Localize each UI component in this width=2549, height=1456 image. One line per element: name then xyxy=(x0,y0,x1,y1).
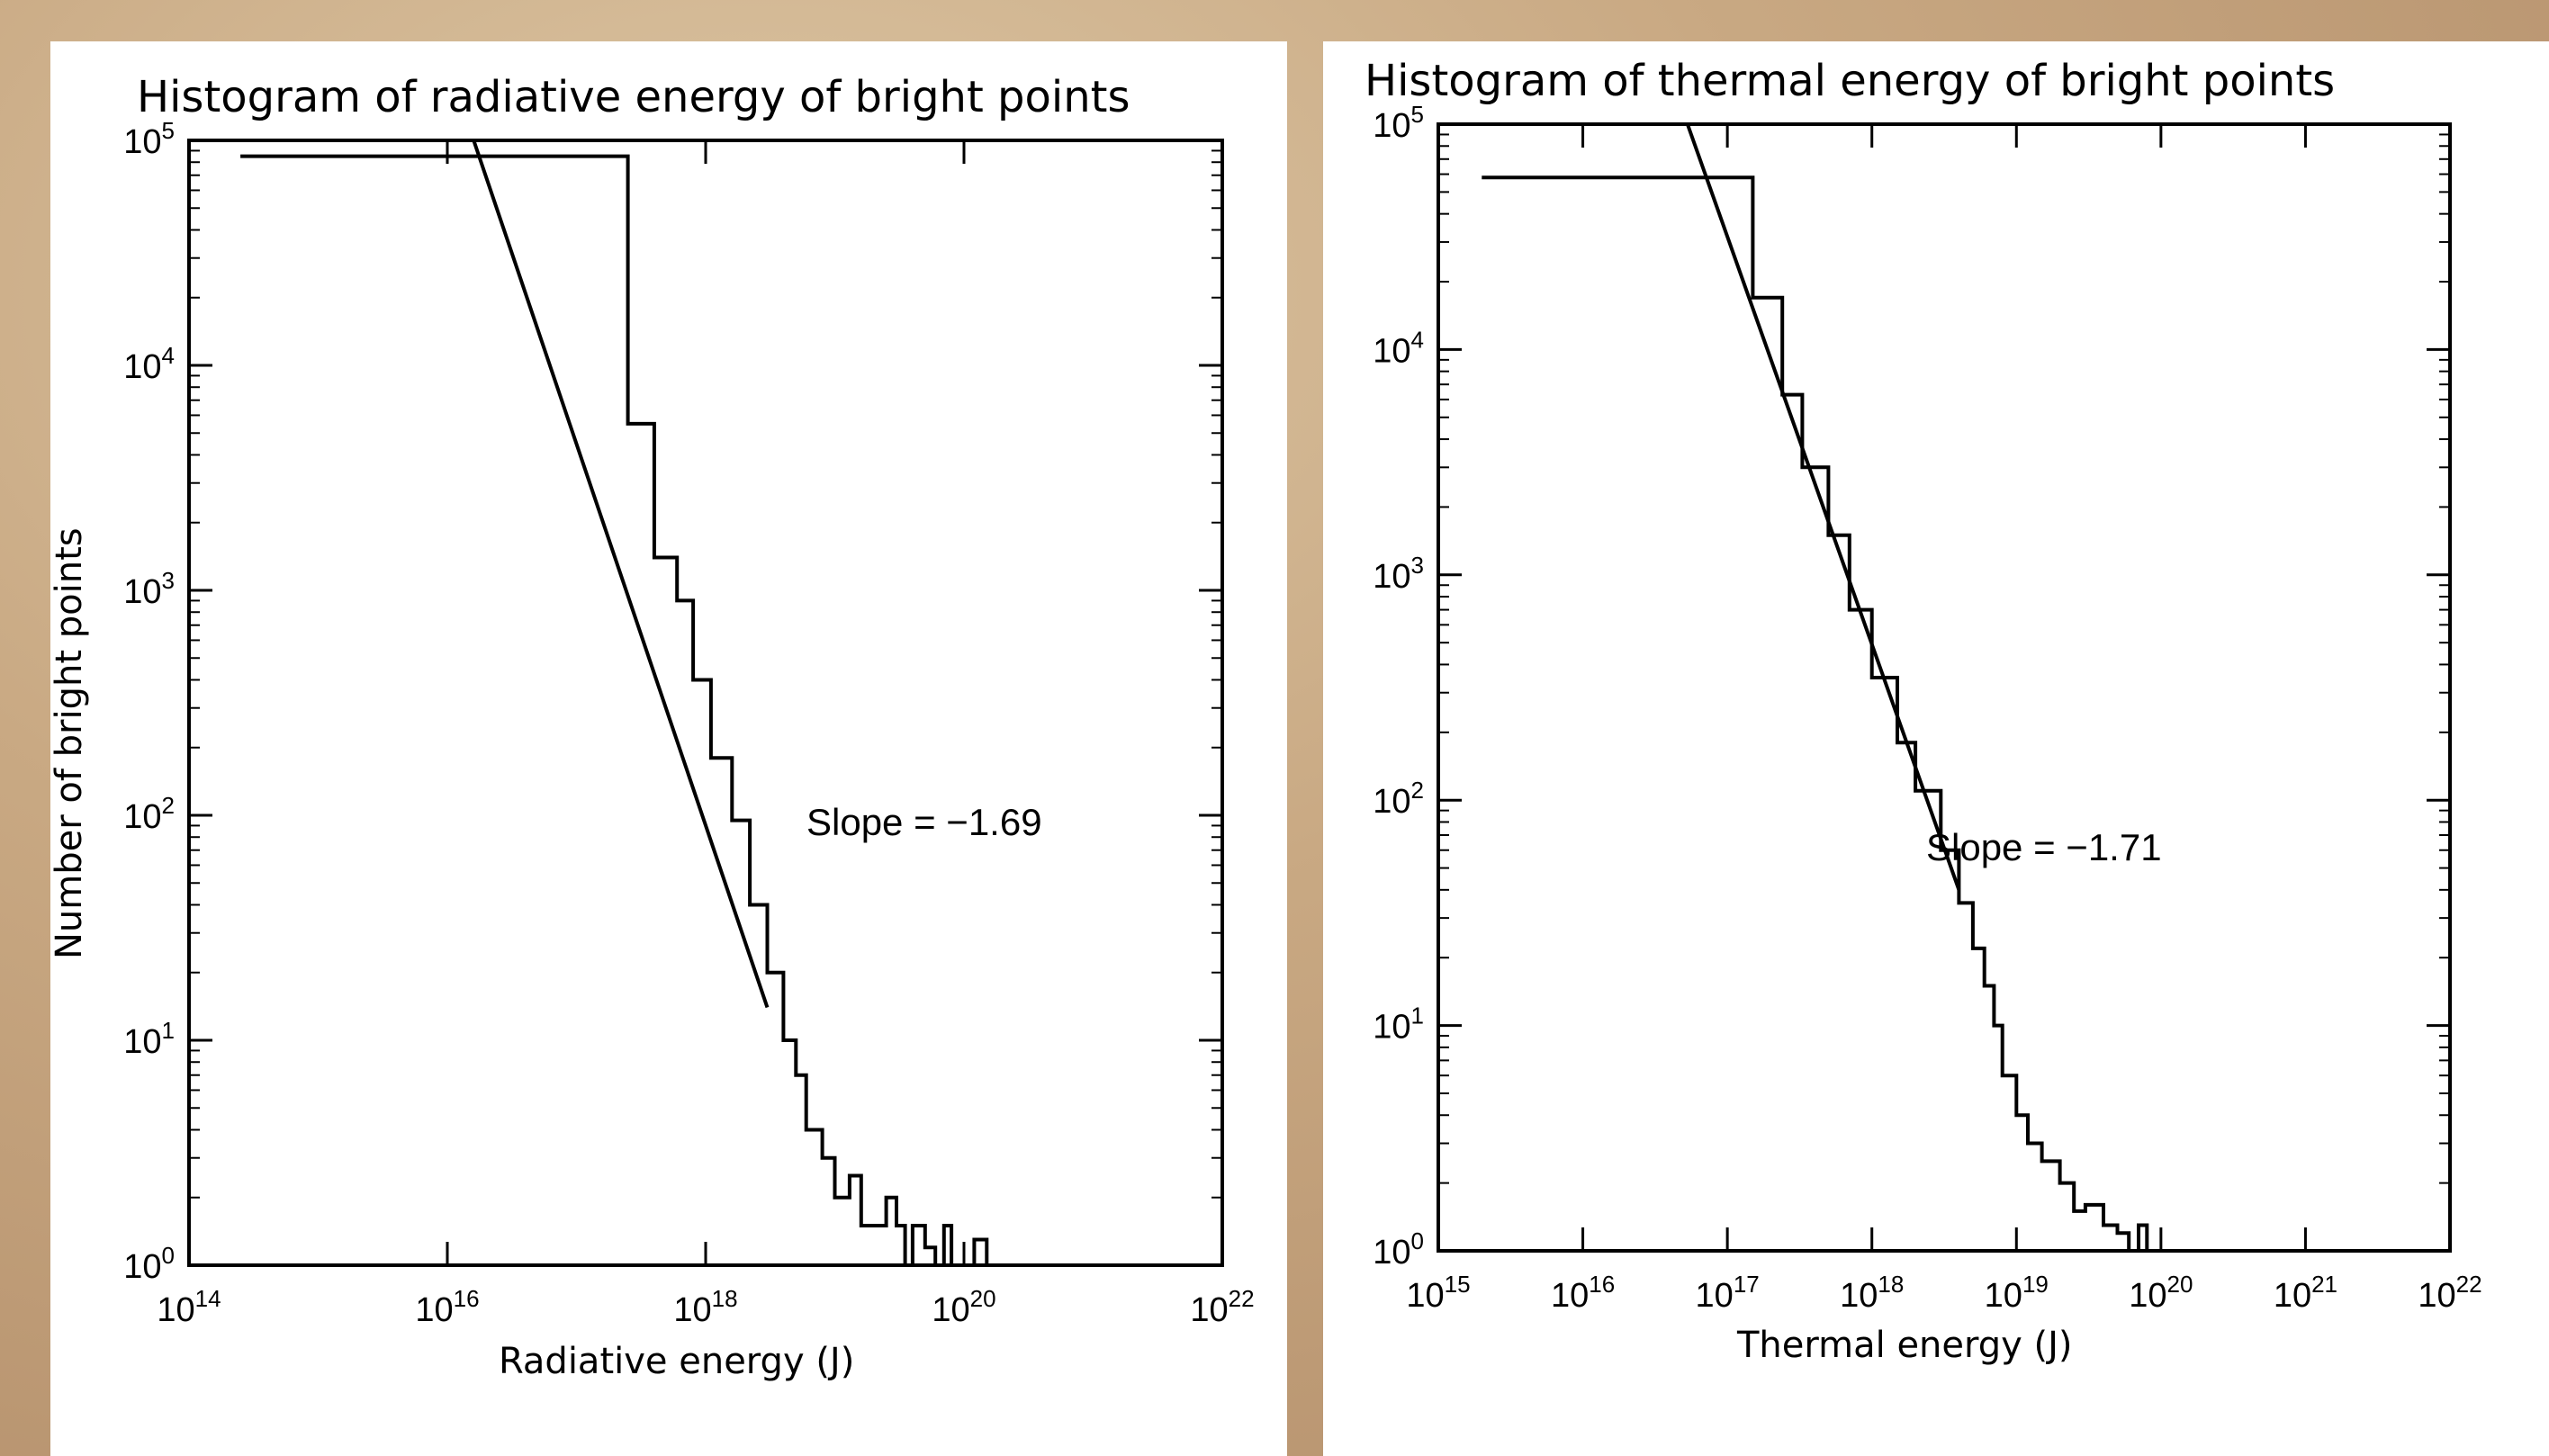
x-tick-label: 1017 xyxy=(1696,1271,1760,1315)
y-tick-label: 100 xyxy=(1373,1227,1424,1272)
plot-frame xyxy=(187,139,1224,1267)
y-tick-label: 100 xyxy=(123,1242,175,1286)
right-chart-panel: Histogram of thermal energy of bright po… xyxy=(1323,41,2549,1456)
y-tick-label: 104 xyxy=(123,342,175,386)
y-tick-label: 105 xyxy=(123,117,175,161)
power-law-fit-line xyxy=(472,139,770,1009)
x-tick-label: 1015 xyxy=(1406,1271,1470,1315)
plot-frame xyxy=(1437,122,2452,1253)
x-tick-label: 1014 xyxy=(157,1285,221,1329)
y-tick-label: 101 xyxy=(1373,1002,1424,1047)
x-tick-label: 1022 xyxy=(2418,1271,2481,1315)
y-tick-label: 102 xyxy=(123,792,175,836)
chart-title: Histogram of thermal energy of bright po… xyxy=(1365,56,2335,106)
left-chart-panel: Histogram of radiative energy of bright … xyxy=(50,41,1287,1456)
power-law-fit-line xyxy=(1685,123,1961,891)
x-axis-label: Thermal energy (J) xyxy=(1736,1325,2073,1366)
histogram-series xyxy=(1482,175,2173,1253)
x-tick-label: 1018 xyxy=(673,1285,737,1329)
radiative-energy-histogram-chart: Histogram of radiative energy of bright … xyxy=(50,72,1255,1382)
slope-annotation: Slope = −1.69 xyxy=(806,801,1042,843)
y-tick-label: 102 xyxy=(1373,777,1424,821)
thermal-energy-histogram-chart: Histogram of thermal energy of bright po… xyxy=(1365,56,2482,1366)
x-tick-label: 1020 xyxy=(932,1285,995,1329)
chart-title: Histogram of radiative energy of bright … xyxy=(137,72,1130,122)
x-tick-label: 1021 xyxy=(2274,1271,2337,1315)
x-tick-label: 1016 xyxy=(415,1285,479,1329)
x-tick-label: 1016 xyxy=(1551,1271,1615,1315)
x-tick-label: 1019 xyxy=(1985,1271,2049,1315)
slope-annotation: Slope = −1.71 xyxy=(1926,826,2162,868)
x-tick-label: 1018 xyxy=(1840,1271,1904,1315)
y-tick-label: 103 xyxy=(123,567,175,611)
y-axis-label: Number of bright points xyxy=(50,527,90,959)
histogram-series xyxy=(240,154,1196,1267)
x-tick-label: 1022 xyxy=(1190,1285,1254,1329)
y-tick-label: 105 xyxy=(1373,101,1424,145)
y-tick-label: 104 xyxy=(1373,326,1424,370)
x-tick-label: 1020 xyxy=(2129,1271,2193,1315)
y-tick-label: 101 xyxy=(123,1017,175,1061)
x-axis-label: Radiative energy (J) xyxy=(499,1341,854,1382)
y-tick-label: 103 xyxy=(1373,552,1424,596)
